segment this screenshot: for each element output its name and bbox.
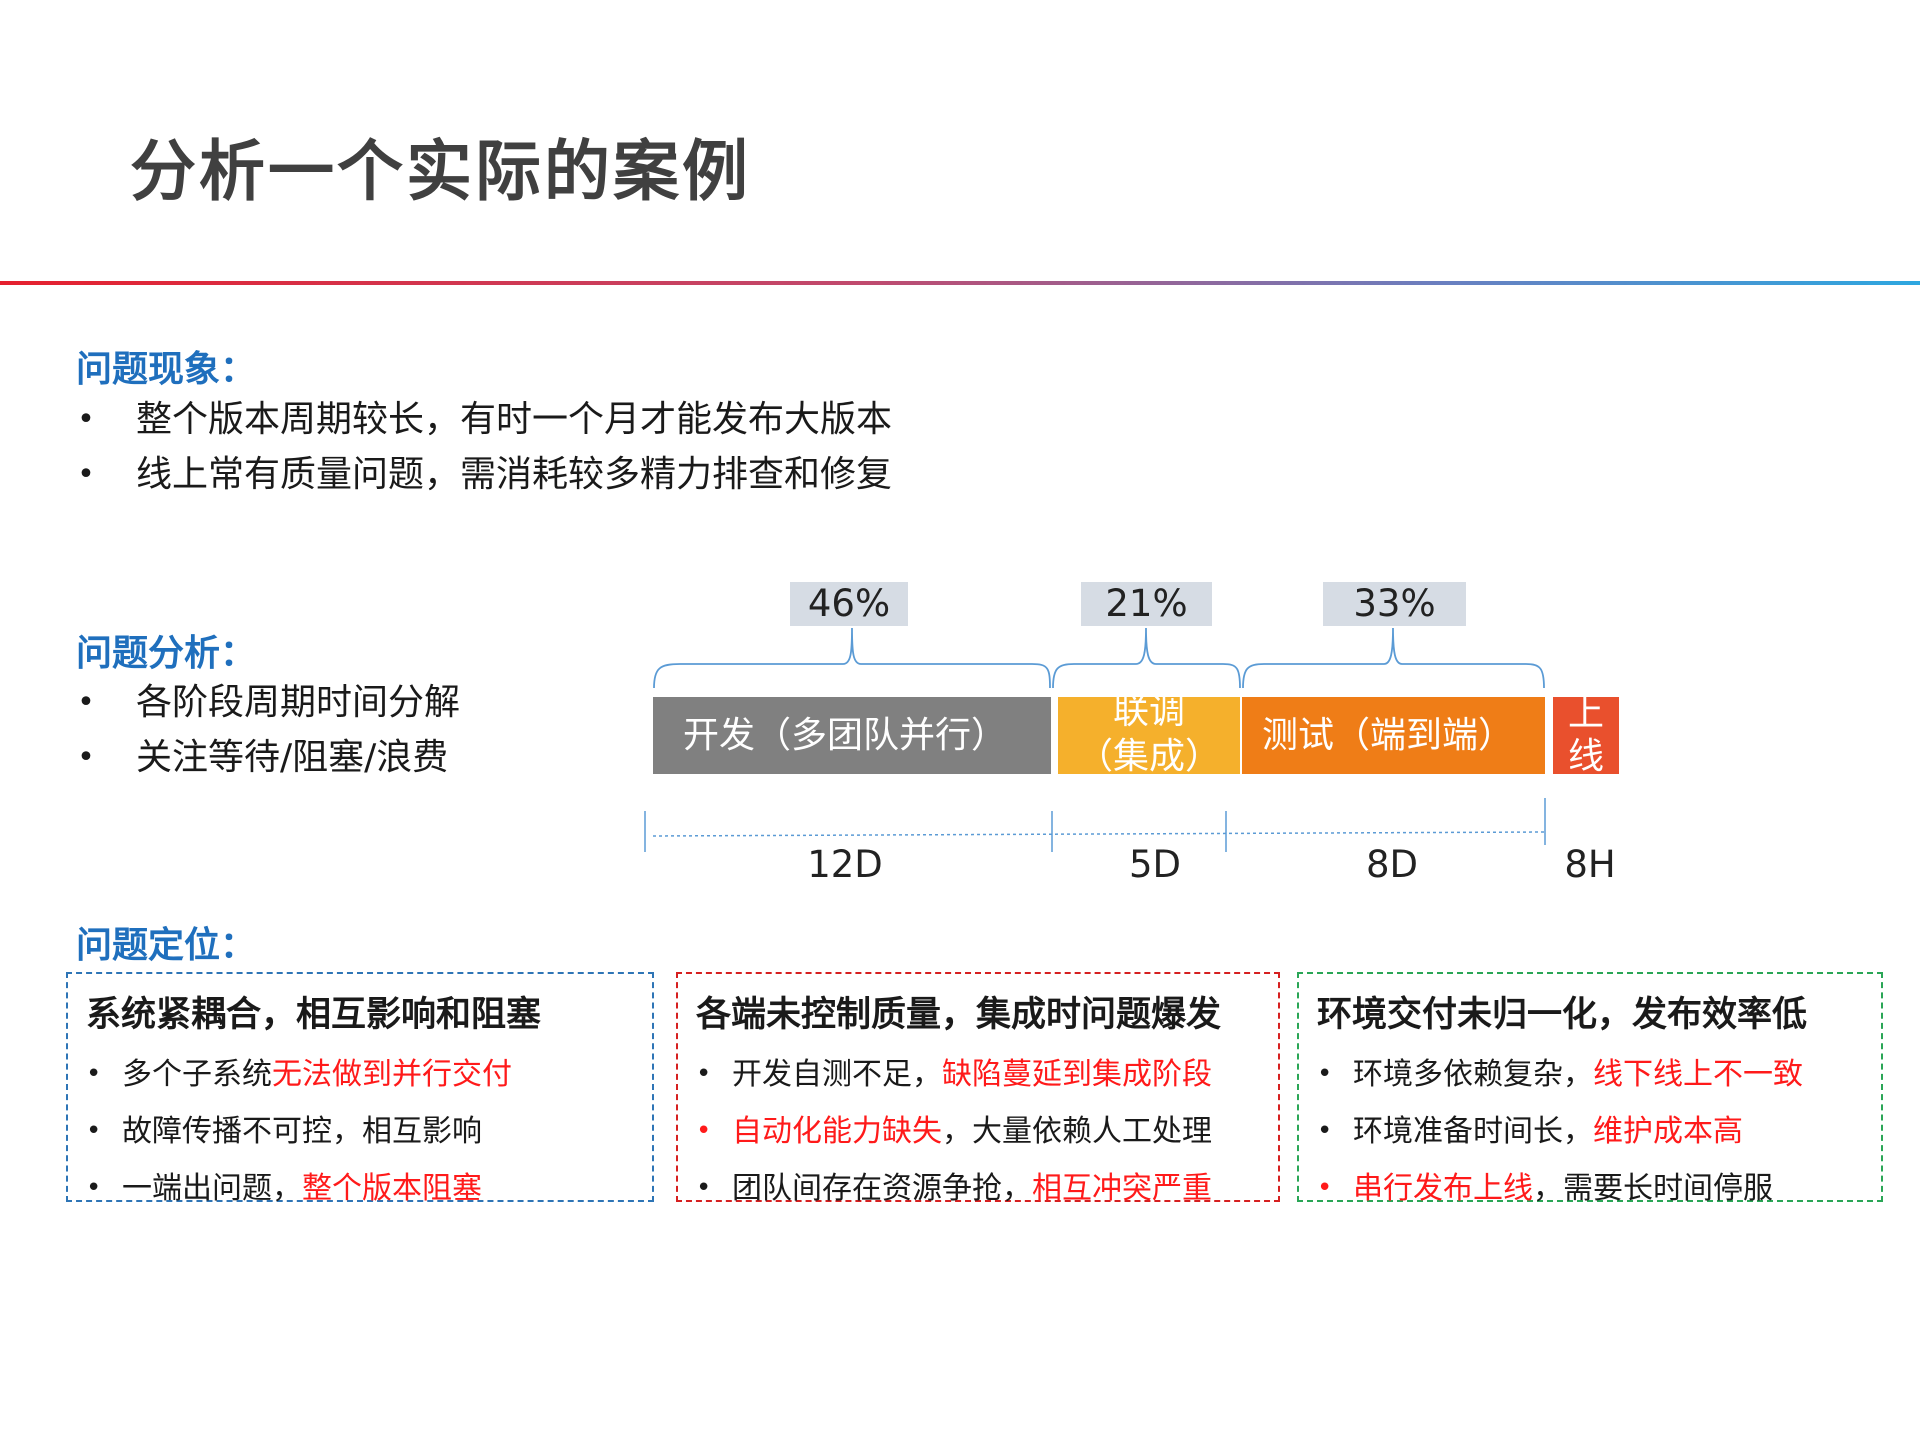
list-item: 关注等待/阻塞/浪费 — [76, 730, 460, 785]
title-divider — [0, 281, 1920, 285]
issue-box-environment: 环境交付未归一化，发布效率低 环境多依赖复杂，线下线上不一致 环境准备时间长，维… — [1297, 972, 1883, 1206]
segment-integration-label-1: 联调 — [1112, 697, 1185, 732]
brace-integration — [1052, 627, 1241, 689]
issue-box-title: 系统紧耦合，相互影响和阻塞 — [86, 995, 542, 1035]
issue-box-coupling: 系统紧耦合，相互影响和阻塞 多个子系统无法做到并行交付 故障传播不可控，相互影响… — [66, 972, 654, 1206]
bullet-icon — [696, 1046, 710, 1103]
duration-axis — [652, 831, 1546, 837]
brace-dev — [653, 627, 1051, 689]
list-item: 多个子系统无法做到并行交付 — [86, 1046, 636, 1103]
list-item: 线上常有质量问题，需消耗较多精力排查和修复 — [76, 447, 892, 502]
segment-integration: 联调 （集成） — [1058, 697, 1240, 774]
list-item: 环境多依赖复杂，线下线上不一致 — [1317, 1046, 1865, 1103]
issue-box-title: 各端未控制质量，集成时问题爆发 — [696, 995, 1222, 1035]
page-title: 分析一个实际的案例 — [130, 133, 751, 210]
bullet-icon — [86, 1046, 100, 1103]
bullet-icon — [1317, 1103, 1331, 1160]
bullet-icon — [86, 1103, 100, 1160]
bullet-icon — [1317, 1160, 1331, 1217]
segment-test: 测试（端到端） — [1242, 697, 1545, 774]
duration-launch: 8H — [1564, 843, 1616, 886]
segment-launch-label-2: 线 — [1567, 735, 1604, 775]
positioning-heading: 问题定位： — [76, 925, 257, 966]
bullet-icon — [1317, 1046, 1331, 1103]
issue-box-quality: 各端未控制质量，集成时问题爆发 开发自测不足，缺陷蔓延到集成阶段 自动化能力缺失… — [676, 972, 1280, 1206]
list-item: 整个版本周期较长，有时一个月才能发布大版本 — [76, 392, 892, 447]
phenomena-list: 整个版本周期较长，有时一个月才能发布大版本 线上常有质量问题，需消耗较多精力排查… — [76, 392, 892, 502]
segment-test-label: 测试（端到端） — [1262, 715, 1515, 756]
list-item: 串行发布上线，需要长时间停服 — [1317, 1160, 1865, 1217]
list-item: 各阶段周期时间分解 — [76, 675, 460, 730]
bullet-icon — [86, 1160, 100, 1217]
list-item: 环境准备时间长，维护成本高 — [1317, 1103, 1865, 1160]
segment-launch-label-1: 上 — [1567, 697, 1604, 734]
percentage-test: 33% — [1323, 582, 1466, 626]
list-item: 一端出问题，整个版本阻塞 — [86, 1160, 636, 1217]
bullet-icon — [696, 1160, 710, 1217]
issue-box-title: 环境交付未归一化，发布效率低 — [1317, 995, 1808, 1035]
list-item: 故障传播不可控，相互影响 — [86, 1103, 636, 1160]
list-item: 自动化能力缺失，大量依赖人工处理 — [696, 1103, 1262, 1160]
segment-dev: 开发（多团队并行） — [653, 697, 1051, 774]
percentage-integration: 21% — [1081, 582, 1212, 626]
bullet-icon — [696, 1103, 710, 1160]
segment-dev-label: 开发（多团队并行） — [683, 715, 1008, 756]
analysis-heading: 问题分析： — [76, 633, 257, 674]
list-item: 团队间存在资源争抢，相互冲突严重 — [696, 1160, 1262, 1217]
duration-dev: 12D — [807, 843, 883, 886]
percentage-dev: 46% — [790, 582, 908, 626]
duration-integration: 5D — [1128, 843, 1182, 886]
analysis-list: 各阶段周期时间分解 关注等待/阻塞/浪费 — [76, 675, 460, 785]
brace-test — [1242, 627, 1545, 689]
list-item: 开发自测不足，缺陷蔓延到集成阶段 — [696, 1046, 1262, 1103]
segment-launch: 上 线 — [1553, 697, 1619, 774]
phenomena-heading: 问题现象： — [76, 349, 257, 390]
duration-test: 8D — [1365, 843, 1419, 886]
segment-integration-label-2: （集成） — [1076, 735, 1221, 775]
